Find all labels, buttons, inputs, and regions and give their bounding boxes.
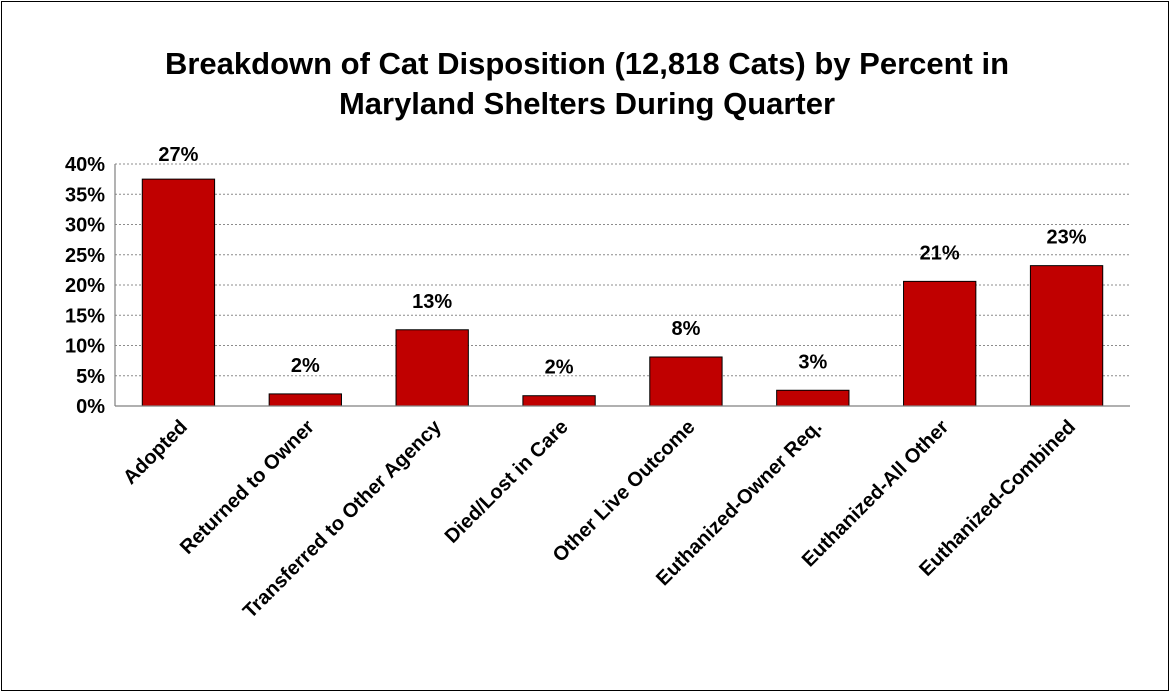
axes: 0% 5% 10% 15% 20% 25% 30% 35% 40% xyxy=(65,154,1130,418)
chart-title-line-2: Maryland Shelters During Quarter xyxy=(338,86,836,121)
category-label: Died/Lost in Care xyxy=(441,416,573,548)
data-label: 27% xyxy=(158,144,198,166)
bar xyxy=(395,329,469,407)
bar xyxy=(649,356,723,407)
category-label: Other Live Outcome xyxy=(549,416,700,567)
bars xyxy=(141,178,1104,407)
y-tick-label: 10% xyxy=(65,336,105,358)
data-label: 23% xyxy=(1047,227,1087,249)
data-label: 21% xyxy=(920,242,960,264)
category-label: Returned to Owner xyxy=(176,416,319,559)
bar xyxy=(776,389,850,407)
bar xyxy=(1029,265,1104,407)
y-tick-label: 5% xyxy=(76,366,105,388)
category-label: Euthanized-All Other xyxy=(798,416,954,572)
data-labels: 27% 2% 13% 2% 8% 3% 21% 23% xyxy=(158,144,1086,379)
y-tick-label: 40% xyxy=(65,154,105,176)
y-tick-label: 30% xyxy=(65,215,105,237)
data-label: 2% xyxy=(545,357,574,379)
chart-title-line-1: Breakdown of Cat Disposition (12,818 Cat… xyxy=(164,46,1010,81)
bar xyxy=(522,395,596,407)
category-label: Adopted xyxy=(119,416,192,489)
gridlines xyxy=(115,163,1130,377)
bar xyxy=(903,280,977,407)
bar xyxy=(141,178,216,407)
y-tick-label: 20% xyxy=(65,275,105,297)
category-label: Transferred to Other Agency xyxy=(239,415,446,622)
y-tick-label: 0% xyxy=(76,396,105,418)
data-label: 2% xyxy=(291,355,320,377)
y-tick-label: 35% xyxy=(65,184,105,206)
y-tick-label: 25% xyxy=(65,245,105,267)
y-tick-label: 15% xyxy=(65,305,105,327)
chart-title: Breakdown of Cat Disposition (12,818 Cat… xyxy=(2,44,1172,124)
data-label: 13% xyxy=(412,291,452,313)
bar xyxy=(268,393,342,407)
data-label: 3% xyxy=(798,351,827,373)
data-label: 8% xyxy=(671,318,700,340)
